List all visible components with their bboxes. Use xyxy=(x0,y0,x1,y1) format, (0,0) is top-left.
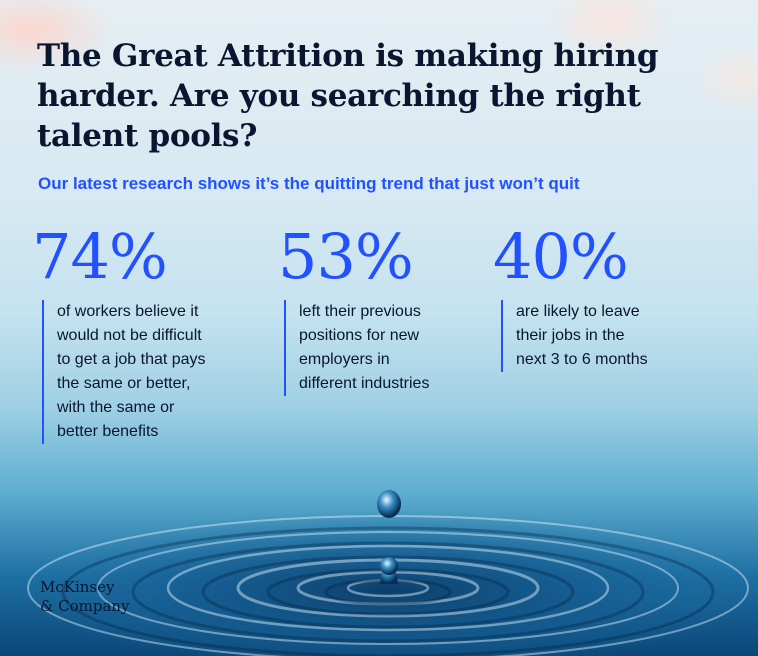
stat-description: are likely to leave their jobs in the ne… xyxy=(501,300,648,372)
stat-description: left their previous positions for new em… xyxy=(284,300,429,396)
logo-line-1: McKinsey xyxy=(40,578,115,596)
stat-description: of workers believe it would not be diffi… xyxy=(42,300,206,444)
subheadline: Our latest research shows it’s the quitt… xyxy=(38,174,580,193)
stat-block: 53% left their previous positions for ne… xyxy=(278,222,429,396)
stat-block: 74% of workers believe it would not be d… xyxy=(32,222,206,444)
stat-block: 40% are likely to leave their jobs in th… xyxy=(493,222,648,372)
mckinsey-logo: McKinsey & Company xyxy=(40,578,130,616)
stat-value: 40% xyxy=(493,220,629,293)
stat-value: 74% xyxy=(32,220,168,293)
stat-value: 53% xyxy=(278,220,414,293)
logo-line-2: & Company xyxy=(40,597,130,615)
headline: The Great Attrition is making hiring har… xyxy=(37,38,659,154)
